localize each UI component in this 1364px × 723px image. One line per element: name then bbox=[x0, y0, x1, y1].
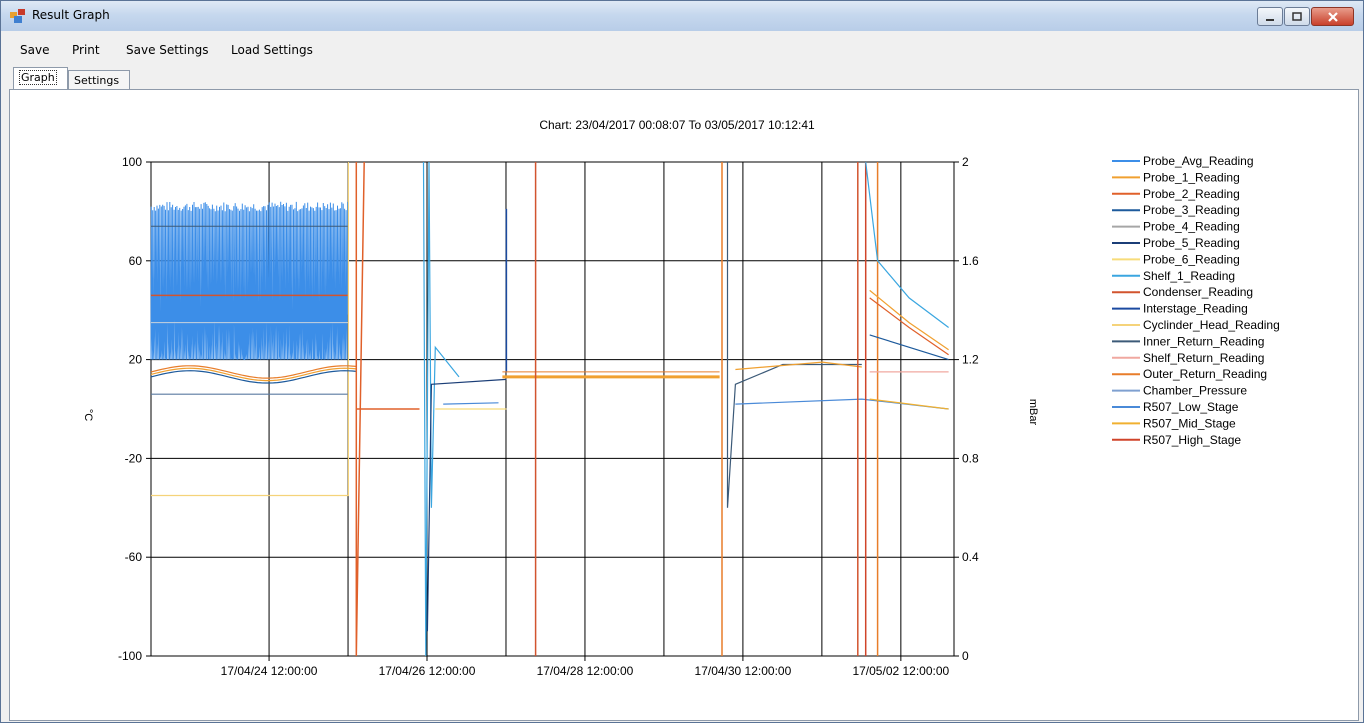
close-button[interactable] bbox=[1311, 7, 1354, 26]
chart-axes: 100 2 60 1.6 20 1.2 -20 0.8 -60 0.4 -100 0 17/04/24 … bbox=[82, 155, 1039, 678]
minimize-icon bbox=[1266, 18, 1274, 21]
y2-tick-label: 0 bbox=[962, 649, 969, 663]
app-icon bbox=[10, 9, 25, 23]
trace-shelf-1 bbox=[422, 161, 460, 657]
tab-graph[interactable]: Graph bbox=[13, 67, 68, 89]
trace-probe-1-decay bbox=[869, 289, 949, 351]
legend-entry: Outer_Return_Reading bbox=[1143, 367, 1267, 381]
legend-entry: Cyclinder_Head_Reading bbox=[1143, 318, 1280, 332]
trace-cylinder-head bbox=[151, 162, 349, 497]
trace-r507-low bbox=[443, 402, 499, 405]
menu-bar: Save Print Save Settings Load Settings bbox=[1, 39, 1363, 63]
trace-r507-mid bbox=[869, 398, 949, 410]
menu-save[interactable]: Save bbox=[20, 43, 50, 57]
tab-graph-label: Graph bbox=[19, 70, 57, 85]
plot-area bbox=[150, 161, 949, 657]
trace-probe-3-decay bbox=[869, 334, 949, 361]
legend-entry: Shelf_Return_Reading bbox=[1143, 351, 1264, 365]
legend-entry: Interstage_Reading bbox=[1143, 302, 1248, 316]
y-axis-label: °C bbox=[82, 409, 94, 421]
trace-outer-return bbox=[150, 365, 357, 379]
chart-grid bbox=[151, 161, 954, 657]
y2-axis-label: mBar bbox=[1027, 399, 1039, 426]
chart-legend: Probe_Avg_Reading Probe_1_Reading Probe_2_… bbox=[1112, 154, 1280, 447]
trace-probe-2-decay bbox=[869, 297, 949, 356]
y-tick-label: 20 bbox=[129, 353, 143, 367]
legend-entry: Probe_1_Reading bbox=[1143, 170, 1240, 184]
result-chart[interactable]: Chart: 23/04/2017 00:08:07 To 03/05/2017… bbox=[10, 90, 1358, 720]
x-tick-label: 17/04/26 12:00:00 bbox=[379, 664, 476, 678]
legend-entry: Probe_6_Reading bbox=[1143, 252, 1240, 266]
maximize-icon bbox=[1292, 11, 1302, 21]
y-tick-label: -20 bbox=[125, 451, 143, 465]
legend-entry: Probe_3_Reading bbox=[1143, 203, 1240, 217]
legend-entry: Inner_Return_Reading bbox=[1143, 334, 1264, 348]
y2-tick-label: 1.2 bbox=[962, 353, 979, 367]
tab-settings[interactable]: Settings bbox=[68, 70, 130, 89]
x-tick-label: 17/04/30 12:00:00 bbox=[695, 664, 792, 678]
y2-tick-label: 2 bbox=[962, 155, 969, 169]
legend-entry: R507_Mid_Stage bbox=[1143, 416, 1236, 430]
menu-save-settings[interactable]: Save Settings bbox=[126, 43, 209, 57]
trace-probe-avg bbox=[150, 201, 349, 361]
legend-entry: Probe_5_Reading bbox=[1143, 236, 1240, 250]
trace-probe-3 bbox=[150, 370, 357, 384]
close-icon bbox=[1327, 11, 1338, 22]
trace-probe-1-2 bbox=[735, 361, 862, 371]
trace-probe-2-spike bbox=[355, 161, 365, 657]
trace-probe-1 bbox=[150, 367, 357, 382]
y2-tick-label: 0.4 bbox=[962, 550, 979, 564]
x-tick-label: 17/05/02 12:00:00 bbox=[852, 664, 949, 678]
y-tick-label: -100 bbox=[118, 649, 142, 663]
title-bar[interactable]: Result Graph bbox=[1, 1, 1363, 31]
chart-title: Chart: 23/04/2017 00:08:07 To 03/05/2017… bbox=[539, 118, 815, 132]
menu-print[interactable]: Print bbox=[72, 43, 100, 57]
trace-probe-5 bbox=[426, 378, 507, 632]
x-tick-label: 17/04/24 12:00:00 bbox=[221, 664, 318, 678]
x-tick-label: 17/04/28 12:00:00 bbox=[537, 664, 634, 678]
trace-shelf-1-decay bbox=[865, 161, 949, 328]
legend-entry: Condenser_Reading bbox=[1143, 285, 1253, 299]
graph-panel: Chart: 23/04/2017 00:08:07 To 03/05/2017… bbox=[9, 89, 1359, 721]
legend-entry: Shelf_1_Reading bbox=[1143, 269, 1235, 283]
y-tick-label: 60 bbox=[129, 254, 143, 268]
y-tick-label: -60 bbox=[125, 550, 143, 564]
y-tick-label: 100 bbox=[122, 155, 142, 169]
legend-entry: R507_Low_Stage bbox=[1143, 400, 1239, 414]
legend-entry: Probe_4_Reading bbox=[1143, 220, 1240, 234]
legend-entry: R507_High_Stage bbox=[1143, 433, 1241, 447]
trace-inner-return-2 bbox=[726, 162, 862, 508]
tab-settings-label: Settings bbox=[74, 74, 120, 87]
menu-load-settings[interactable]: Load Settings bbox=[231, 43, 313, 57]
maximize-button[interactable] bbox=[1284, 7, 1310, 26]
minimize-button[interactable] bbox=[1257, 7, 1283, 26]
legend-entry: Chamber_Pressure bbox=[1143, 384, 1247, 398]
window-title: Result Graph bbox=[32, 8, 110, 22]
legend-entry: Probe_2_Reading bbox=[1143, 187, 1240, 201]
legend-entry: Probe_Avg_Reading bbox=[1143, 154, 1254, 168]
y2-tick-label: 1.6 bbox=[962, 254, 979, 268]
trace-r507-low-2 bbox=[735, 398, 949, 410]
y2-tick-label: 0.8 bbox=[962, 451, 979, 465]
